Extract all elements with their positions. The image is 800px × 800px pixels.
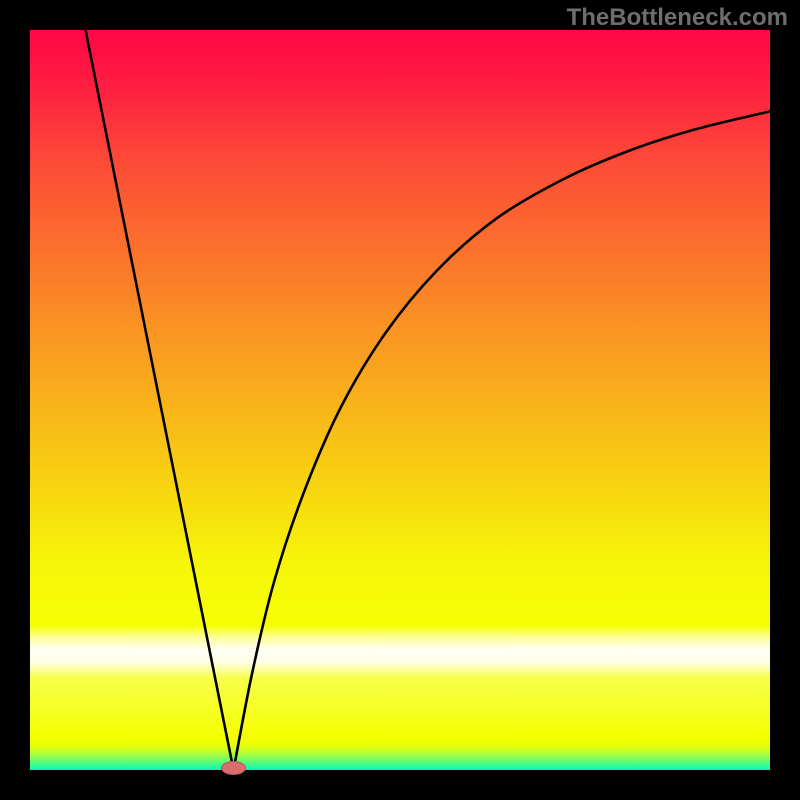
well-marker: [221, 761, 246, 775]
plot-area: [30, 30, 770, 770]
curve-layer: [30, 30, 770, 770]
watermark-text: TheBottleneck.com: [567, 4, 788, 32]
bottleneck-curve: [86, 30, 771, 770]
chart-container: TheBottleneck.com: [0, 0, 800, 800]
